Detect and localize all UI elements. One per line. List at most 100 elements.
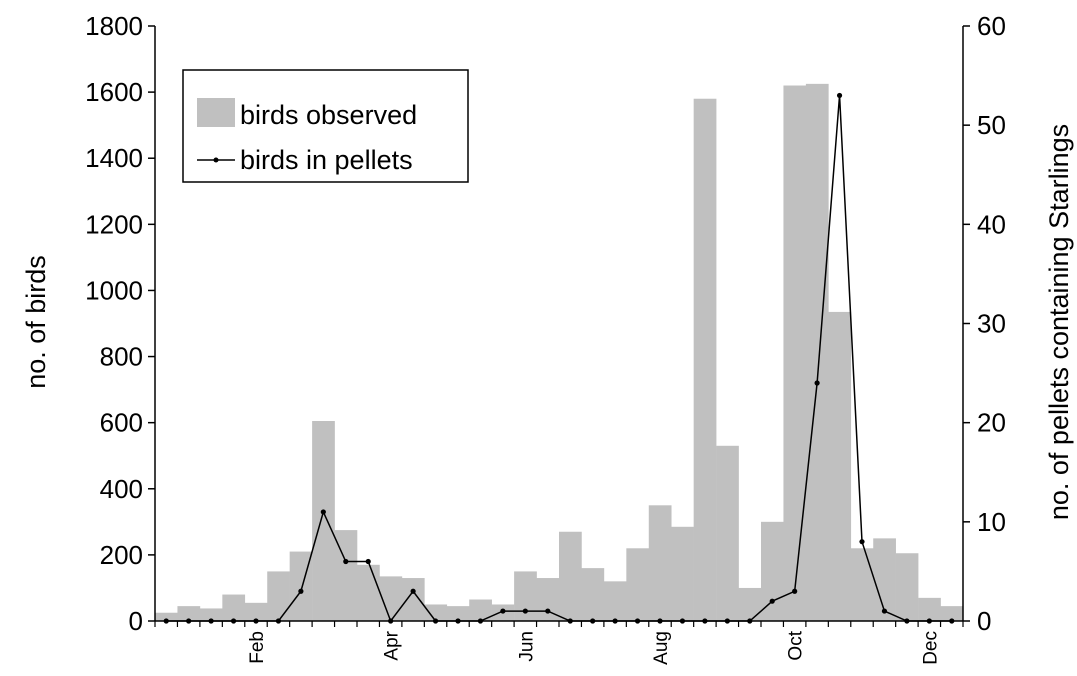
line-point xyxy=(724,618,730,624)
legend: birds observed birds in pellets xyxy=(182,69,469,183)
bar xyxy=(828,311,852,621)
bar xyxy=(514,571,537,621)
y-left-tick-label: 1400 xyxy=(85,143,143,173)
x-tick-label: Oct xyxy=(786,630,807,660)
line-point xyxy=(926,618,932,624)
line-point xyxy=(881,608,888,614)
legend-label-birds-observed: birds observed xyxy=(240,100,417,130)
axes-layer: 0 200 400 600 800 1000 1200 1400 1600 1800 0 10 20 30… xyxy=(85,11,1006,665)
bar xyxy=(469,599,492,621)
bars-layer xyxy=(155,83,964,621)
line-point xyxy=(949,618,955,624)
bar xyxy=(334,530,358,621)
line-point xyxy=(298,588,304,594)
line-point xyxy=(657,618,663,624)
line-birds-in-pellets xyxy=(166,95,952,623)
line-point xyxy=(679,618,686,624)
y-axis-left-title: no. of birds xyxy=(21,255,51,389)
y-left-tick-label: 0 xyxy=(129,606,143,636)
line-point xyxy=(769,598,775,604)
bar xyxy=(671,526,694,621)
legend-bar-swatch xyxy=(197,98,235,127)
y-right-tick-label: 0 xyxy=(977,606,991,636)
line-point xyxy=(500,608,506,614)
y-left-tick-label: 800 xyxy=(100,342,143,372)
bar xyxy=(783,85,807,621)
line-point xyxy=(253,618,259,624)
line-point xyxy=(275,618,282,624)
y-left-tick-label: 1600 xyxy=(85,77,143,107)
x-tick-label: Apr xyxy=(382,630,403,660)
line-point xyxy=(814,380,820,386)
line-point xyxy=(186,618,192,624)
line-point xyxy=(455,618,461,624)
legend-line-marker xyxy=(213,157,219,163)
line-point xyxy=(792,588,798,594)
bar xyxy=(401,578,425,621)
bar xyxy=(918,597,941,621)
y-axis-right-title: no. of pellets containing Starlings xyxy=(1044,124,1074,520)
y-right-tick-label: 10 xyxy=(977,507,1006,537)
bar xyxy=(761,521,784,621)
y-right-tick-label: 20 xyxy=(977,408,1006,438)
bar xyxy=(177,606,201,621)
bar xyxy=(155,612,178,621)
bar xyxy=(581,568,605,621)
bar xyxy=(738,587,762,621)
x-tick-label: Jun xyxy=(516,631,537,662)
bar xyxy=(379,576,403,621)
y-left-tick-label: 1800 xyxy=(85,11,143,41)
line-point xyxy=(836,92,843,99)
bar xyxy=(559,531,582,621)
bar xyxy=(536,578,560,621)
line-point xyxy=(702,618,708,624)
line-point xyxy=(432,618,439,624)
bar xyxy=(873,538,896,621)
line-point xyxy=(904,618,910,624)
line-point xyxy=(208,618,214,624)
line-point xyxy=(163,618,169,624)
y-left-tick-label: 1000 xyxy=(85,275,143,305)
y-right-tick-label: 60 xyxy=(977,11,1006,41)
line-point xyxy=(612,618,618,624)
y-left-tick-label: 400 xyxy=(100,474,143,504)
bar xyxy=(693,98,717,621)
y-left-tick-label: 600 xyxy=(100,408,143,438)
bar xyxy=(850,548,874,621)
line-point xyxy=(230,618,237,624)
bar xyxy=(357,564,380,621)
y-right-tick-label: 40 xyxy=(977,209,1006,239)
line-point xyxy=(545,608,551,614)
line-point xyxy=(634,618,641,624)
line-point xyxy=(590,618,596,624)
bar xyxy=(312,421,335,621)
bar xyxy=(895,553,919,621)
line-point xyxy=(567,618,573,624)
bar xyxy=(222,594,246,621)
bar xyxy=(244,602,268,621)
line-point xyxy=(477,618,484,624)
line-layer xyxy=(163,92,955,624)
bar xyxy=(716,445,739,621)
bar xyxy=(424,604,448,621)
legend-label-birds-in-pellets: birds in pellets xyxy=(240,145,413,175)
bar xyxy=(267,571,290,621)
line-point xyxy=(343,558,349,565)
y-right-tick-label: 50 xyxy=(977,110,1006,140)
bar xyxy=(199,608,223,621)
x-tick-label: Dec xyxy=(920,631,941,665)
y-left-tick-label: 200 xyxy=(100,540,143,570)
bar xyxy=(940,606,964,621)
line-point xyxy=(522,608,528,614)
bar xyxy=(648,505,672,621)
bar xyxy=(626,548,650,621)
bar xyxy=(805,83,829,621)
line-point xyxy=(320,509,326,515)
line-point xyxy=(388,618,394,624)
x-tick-label: Aug xyxy=(651,631,672,665)
x-tick-label: Feb xyxy=(247,631,268,664)
line-point xyxy=(365,558,371,565)
y-right-tick-label: 30 xyxy=(977,309,1006,339)
bar xyxy=(446,606,470,621)
